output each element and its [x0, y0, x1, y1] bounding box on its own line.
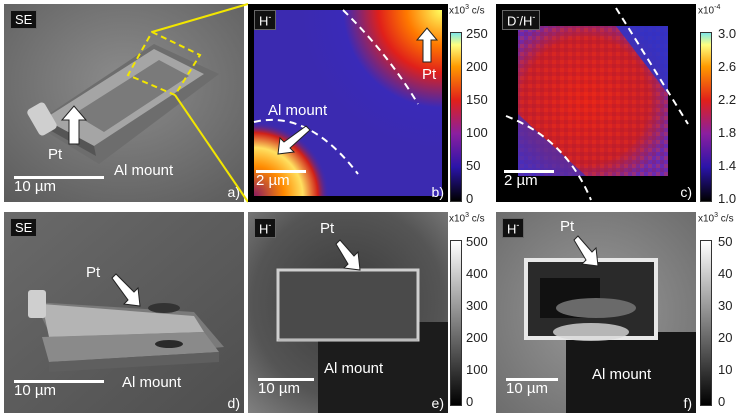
panel-letter-a: a) — [227, 184, 240, 200]
ratio-map-c — [496, 4, 696, 202]
scale-bar-e — [258, 378, 314, 381]
colorbar-c-tick: 3.0 — [718, 26, 737, 41]
scale-bar-b — [256, 170, 306, 173]
colorbar-f-tick: 30 — [718, 298, 733, 313]
colorbar-b — [450, 32, 462, 202]
pt-label-a: Pt — [48, 146, 63, 163]
panel-c-ratio-map: D-/H- 2 µm c) — [496, 4, 696, 202]
colorbar-c-tick: 1.4 — [718, 158, 737, 173]
pt-arrow-a — [60, 105, 88, 145]
colorbar-e-tick: 400 — [466, 266, 488, 281]
pt-arrow-e — [335, 239, 361, 271]
colorbar-c-tick: 2.6 — [718, 59, 737, 74]
colorbar-f — [700, 240, 712, 406]
colorbar-c — [700, 32, 712, 202]
colorbar-f-tick: 10 — [718, 362, 733, 377]
scale-label-a: 10 µm — [14, 178, 56, 195]
scale-label-c: 2 µm — [504, 172, 538, 189]
colorbar-c-tick: 1.0 — [718, 191, 737, 206]
scale-bar-d — [14, 380, 104, 383]
panel-c-tag: D-/H- — [502, 10, 541, 31]
scale-bar-a — [14, 176, 104, 179]
colorbar-b-tick: 150 — [466, 92, 488, 107]
al-mount-label-e: Al mount — [324, 360, 384, 377]
panel-letter-d: d) — [227, 395, 240, 411]
colorbar-b-tick: 0 — [466, 191, 474, 206]
colorbar-f-tick: 50 — [718, 234, 733, 249]
colorbar-b-tick: 100 — [466, 125, 488, 140]
panel-b-tag: H- — [254, 10, 277, 31]
se-image-d — [4, 212, 244, 413]
panel-e-tag: H- — [254, 218, 277, 239]
colorbar-b-tick: 200 — [466, 59, 488, 74]
panel-a-se-image: SE Pt Al mount 10 µm a) — [4, 4, 244, 202]
scale-label-d: 10 µm — [14, 382, 56, 399]
colorbar-c-unit: x10-4 — [698, 4, 721, 17]
panel-letter-b: b) — [431, 184, 444, 200]
colorbar-f-tick: 40 — [718, 266, 733, 281]
pt-arrow-d — [111, 273, 141, 307]
panel-f-h-map: H- Pt Al mount 10 µm f) — [496, 212, 696, 413]
panel-a-tag: SE — [10, 10, 38, 29]
scale-label-e: 10 µm — [258, 380, 300, 397]
panel-letter-c: c) — [680, 184, 692, 200]
colorbar-e-tick: 100 — [466, 362, 488, 377]
colorbar-e — [450, 240, 462, 406]
pt-label-b: Pt — [422, 66, 437, 83]
pt-arrow-b — [415, 27, 439, 63]
panel-d-se-image: SE Pt Al mount 10 µm d) — [4, 212, 244, 413]
colorbar-e-tick: 200 — [466, 330, 488, 345]
al-mount-label-a: Al mount — [114, 162, 174, 179]
scale-label-f: 10 µm — [506, 380, 548, 397]
se-image-a — [4, 4, 244, 202]
pt-arrow-f — [573, 235, 599, 267]
colorbar-c-tick: 1.8 — [718, 125, 737, 140]
pt-label-f: Pt — [560, 218, 575, 235]
colorbar-e-unit: x103 c/s — [449, 212, 485, 225]
scale-label-b: 2 µm — [256, 172, 290, 189]
colorbar-f-unit: x103 c/s — [698, 212, 734, 225]
scale-bar-c — [504, 170, 554, 173]
al-mount-label-d: Al mount — [122, 374, 182, 391]
panel-b-h-map: H- Pt Al mount 2 µm b) — [248, 4, 448, 202]
scale-bar-f — [506, 378, 558, 381]
al-mount-label-b: Al mount — [268, 102, 328, 119]
pt-label-e: Pt — [320, 220, 335, 237]
colorbar-b-tick: 50 — [466, 158, 481, 173]
al-mount-label-f: Al mount — [592, 366, 652, 383]
colorbar-e-tick: 0 — [466, 394, 474, 409]
h-map-f — [496, 212, 696, 413]
colorbar-e-tick: 300 — [466, 298, 488, 313]
colorbar-b-tick: 250 — [466, 26, 488, 41]
colorbar-b-unit: x103 c/s — [449, 4, 485, 17]
panel-f-tag: H- — [502, 218, 525, 239]
panel-letter-f: f) — [683, 395, 692, 411]
panel-letter-e: e) — [431, 395, 444, 411]
h-map-b — [248, 4, 448, 202]
panel-e-h-map: H- Pt Al mount 10 µm e) — [248, 212, 448, 413]
colorbar-f-tick: 0 — [718, 394, 726, 409]
pt-label-d: Pt — [86, 264, 101, 281]
al-arrow-b — [277, 125, 311, 155]
colorbar-c-tick: 2.2 — [718, 92, 737, 107]
colorbar-e-tick: 500 — [466, 234, 488, 249]
colorbar-f-tick: 20 — [718, 330, 733, 345]
panel-d-tag: SE — [10, 218, 38, 237]
